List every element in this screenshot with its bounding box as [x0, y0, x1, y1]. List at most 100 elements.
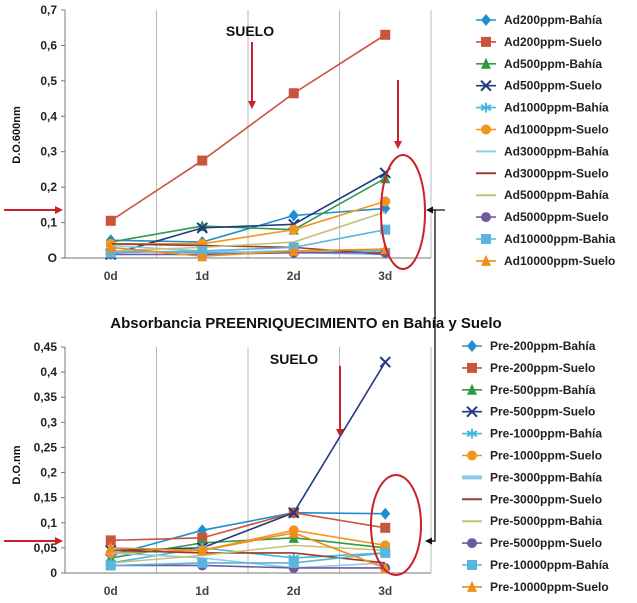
y-tick-label: 0,4 [40, 109, 57, 123]
y-tick-label: 0,15 [34, 491, 58, 505]
x-tick-label: 0d [104, 269, 118, 283]
series-Pre-10000ppm-Bahía [105, 547, 391, 571]
data-point [288, 557, 299, 568]
legend-entry: Ad5000ppm-Suelo [476, 210, 609, 224]
legend-swatch [481, 57, 491, 69]
data-point [105, 241, 116, 253]
data-point [380, 561, 391, 573]
y-tick-label: 0,3 [40, 415, 57, 429]
legend: Pre-200ppm-Bahía Pre-200ppm-Suelo Pre-500p… [462, 339, 609, 594]
y-axis-label: D.O.nm [11, 445, 23, 484]
legend-swatch [466, 405, 478, 418]
annotation-arrows [4, 42, 445, 576]
series-Pre-5000ppm-Bahia [110, 544, 386, 564]
legend-entry: Pre-3000ppm-Suelo [462, 492, 602, 506]
legend-label: Ad200ppm-Suelo [504, 35, 602, 49]
legend-label: Pre-10000ppm-Suelo [490, 580, 609, 594]
bottom-3d-circle [370, 474, 422, 576]
legend-entry: Ad200ppm-Bahía [476, 13, 602, 27]
connector-bracket [431, 209, 445, 542]
legend-entry: Pre-5000ppm-Suelo [462, 536, 602, 550]
legend-entry: Ad10000ppm-Suelo [476, 254, 615, 268]
legend-entry: Pre-3000ppm-Bahía [462, 470, 602, 484]
series-line [110, 172, 386, 256]
y-tick-label: 0,45 [34, 340, 58, 354]
legend-swatch [481, 14, 491, 26]
legend-label: Ad200ppm-Bahía [504, 13, 602, 27]
top-chart: O 0,1 0,2 0,3 0,4 0,5 0,6 0,7 0d 1d 2d 3d D.O.600nm S… [11, 3, 616, 283]
legend-swatch [481, 36, 491, 47]
legend-swatch [481, 124, 491, 135]
legend-label: Ad3000ppm-Suelo [504, 166, 609, 180]
series-line [110, 244, 386, 256]
series-Ad3000ppm-Bahía [110, 244, 386, 256]
legend-label: Pre-3000ppm-Suelo [490, 492, 602, 506]
legend-label: Pre-3000ppm-Bahía [490, 470, 602, 484]
legend-swatch [467, 450, 477, 461]
data-point [105, 247, 116, 258]
legend-swatch [480, 79, 492, 92]
bottom-chart: 0 0,05 0,1 0,15 0,2 0,25 0,3 0,35 0,4 0,45 0d 1d 2d 3… [11, 339, 609, 598]
legend-entry: Ad500ppm-Bahía [476, 57, 602, 71]
suelo-annotation: SUELO [270, 351, 318, 367]
series-line [110, 246, 386, 258]
data-point [105, 535, 116, 546]
x-tick-label: 3d [378, 584, 392, 598]
y-tick-label: 0,2 [40, 180, 57, 194]
legend-swatch [480, 102, 492, 113]
y-axis-label: D.O.600nm [11, 106, 23, 164]
legend-label: Pre-5000ppm-Bahia [490, 514, 602, 528]
legend-label: Ad1000ppm-Bahía [504, 101, 609, 115]
y-tick-label: 0,3 [40, 145, 57, 159]
data-point [288, 88, 299, 99]
series-line [110, 200, 386, 245]
legend-swatch [481, 212, 491, 223]
legend-label: Ad500ppm-Bahía [504, 57, 602, 71]
legend-entry: Pre-500ppm-Suelo [462, 405, 595, 419]
legend-label: Pre-5000ppm-Suelo [490, 536, 602, 550]
data-point [105, 560, 116, 571]
legend-entry: Ad3000ppm-Bahía [476, 144, 609, 158]
series-line [110, 243, 386, 256]
legend-label: Ad10000ppm-Bahia [504, 232, 616, 246]
series-line [110, 544, 386, 564]
data-point [197, 250, 208, 262]
legend-entry: Ad1000ppm-Bahía [476, 101, 609, 115]
middle-title: Absorbancia PREENRIQUECIMIENTO en Bahía … [110, 315, 501, 332]
data-point [379, 356, 391, 368]
series-line [110, 177, 386, 243]
data-point [105, 541, 116, 553]
data-point [288, 224, 299, 235]
legend-label: Ad5000ppm-Bahía [504, 188, 609, 202]
legend-swatch [467, 560, 477, 570]
data-point [288, 209, 299, 222]
data-point [288, 526, 299, 538]
y-tick-label: 0 [50, 566, 57, 580]
data-point [380, 196, 391, 207]
legend-label: Pre-500ppm-Suelo [490, 405, 595, 419]
legend-label: Pre-1000ppm-Bahía [490, 427, 602, 441]
legend-swatch [467, 340, 477, 352]
series-Ad200ppm-Suelo [105, 29, 391, 226]
legend-entry: Pre-5000ppm-Bahia [462, 514, 602, 528]
legend-label: Ad3000ppm-Bahía [504, 144, 609, 158]
series-line [110, 531, 386, 569]
series-line [110, 564, 386, 569]
legend-swatch [467, 362, 477, 373]
legend-swatch [467, 538, 477, 549]
legend-swatch [481, 254, 491, 266]
legend-swatch [466, 428, 478, 439]
y-tick-label: 0,4 [40, 365, 57, 379]
legend-entry: Pre-200ppm-Suelo [462, 361, 595, 375]
legend-label: Pre-500ppm-Bahía [490, 383, 596, 397]
series-line [110, 511, 386, 557]
data-point [380, 547, 391, 558]
x-tick-label: 1d [195, 269, 209, 283]
series-line [110, 34, 386, 222]
data-point [380, 29, 391, 40]
legend-swatch [467, 580, 477, 592]
legend-label: Pre-200ppm-Bahía [490, 339, 596, 353]
x-tick-label: 0d [104, 584, 118, 598]
legend-entry: Ad10000ppm-Bahia [476, 232, 616, 246]
